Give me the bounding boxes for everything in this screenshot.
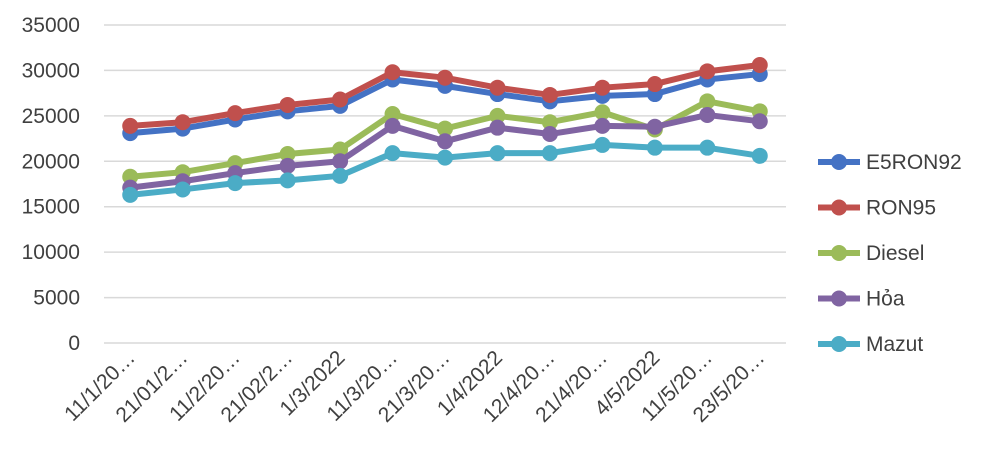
data-point [646, 139, 663, 156]
data-point [279, 172, 296, 189]
legend-label: RON95 [866, 197, 936, 220]
legend-item: Hỏa [818, 288, 905, 311]
legend-label: Mazut [866, 333, 923, 356]
data-point [751, 147, 768, 164]
legend-item: E5RON92 [818, 151, 962, 174]
data-point [227, 105, 244, 122]
data-point [122, 186, 139, 203]
data-point [699, 63, 716, 80]
legend-label: E5RON92 [866, 151, 962, 174]
data-point [699, 139, 716, 156]
data-point [437, 133, 453, 150]
data-point [594, 79, 611, 96]
data-point [384, 106, 401, 123]
data-point [279, 157, 296, 174]
legend-item: Diesel [818, 242, 924, 265]
y-tick-label: 25000 [22, 105, 80, 128]
data-point [751, 113, 768, 130]
data-point [332, 91, 349, 108]
data-point [174, 114, 191, 131]
data-point [646, 76, 663, 93]
legend-marker [831, 336, 847, 352]
data-point [279, 146, 296, 163]
data-point [437, 120, 453, 137]
data-point [384, 64, 401, 81]
data-point [541, 145, 558, 162]
y-tick-label: 5000 [33, 287, 80, 310]
data-point [594, 104, 611, 121]
data-point [699, 106, 716, 123]
data-point [489, 145, 506, 162]
data-point [489, 119, 506, 136]
data-point [594, 117, 611, 134]
series-ron95 [122, 56, 768, 134]
data-point [279, 96, 296, 113]
legend-marker [831, 199, 847, 216]
y-tick-label: 20000 [22, 150, 80, 173]
legend-item: Mazut [818, 333, 923, 356]
series-mazut [122, 136, 768, 203]
data-point [384, 145, 401, 162]
data-point [174, 181, 191, 198]
y-tick-label: 10000 [22, 241, 80, 264]
y-tick-label: 0 [68, 332, 80, 355]
data-point [541, 86, 558, 103]
x-axis-ticks: 11/1/20…21/01/2…11/2/20…21/02/2…1/3/2022… [60, 346, 769, 427]
data-point [489, 107, 506, 124]
legend-marker [831, 154, 847, 170]
series-lines [122, 56, 768, 203]
data-point [227, 175, 244, 192]
data-point [437, 69, 453, 86]
y-tick-label: 30000 [22, 59, 80, 82]
data-point [751, 56, 768, 73]
data-point [332, 141, 349, 158]
legend-marker [831, 245, 847, 261]
data-point [122, 117, 139, 134]
data-point [332, 167, 349, 184]
legend-item: RON95 [818, 197, 936, 220]
data-point [594, 136, 611, 153]
data-point [437, 149, 453, 166]
data-point [332, 153, 349, 170]
legend-marker [831, 290, 847, 307]
data-point [384, 117, 401, 134]
y-tick-label: 35000 [22, 14, 80, 37]
y-tick-label: 15000 [22, 196, 80, 219]
data-point [699, 93, 716, 110]
legend-label: Hỏa [866, 288, 905, 311]
data-point [489, 79, 506, 96]
data-point [541, 126, 558, 143]
legend-label: Diesel [866, 242, 924, 265]
data-point [646, 118, 663, 135]
y-axis-ticks: 0 5000 10000 15000 20000 25000 30000 35000 [22, 14, 80, 355]
legend: E5RON92 RON95 Diesel Hỏa Mazut [818, 151, 962, 356]
data-point [541, 114, 558, 131]
